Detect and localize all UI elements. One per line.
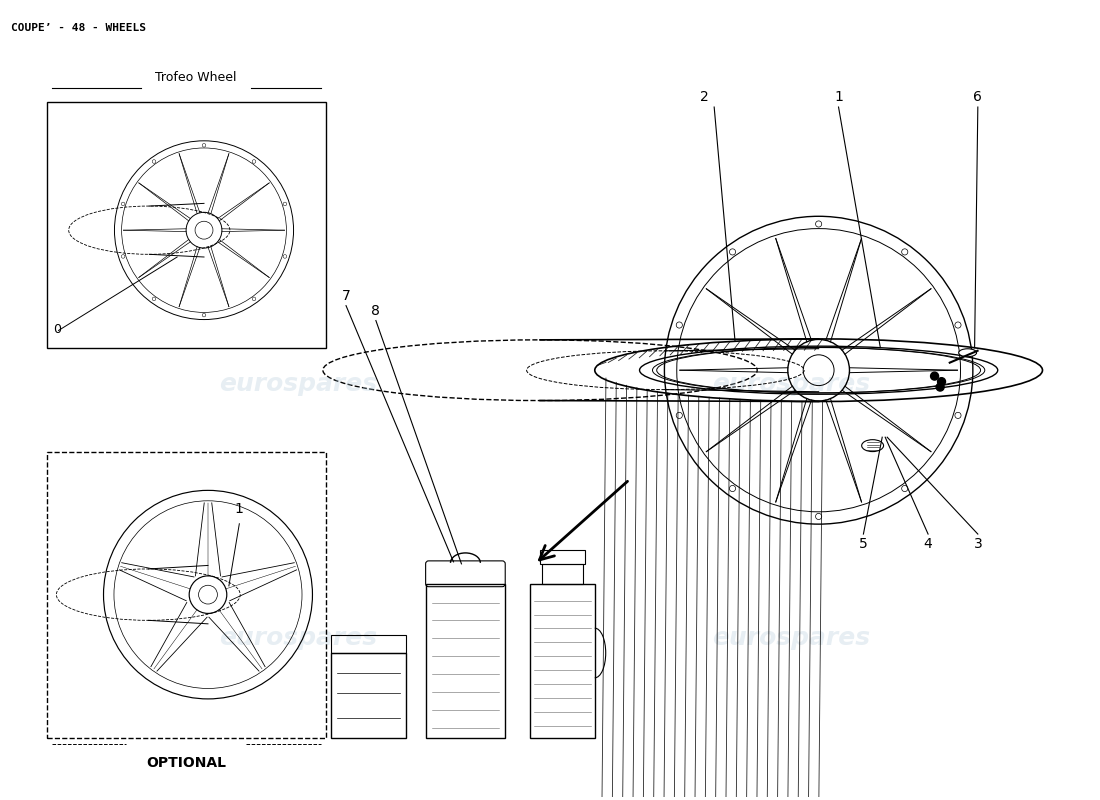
- Bar: [530, 584, 595, 738]
- Ellipse shape: [959, 349, 977, 357]
- Text: eurospares: eurospares: [219, 372, 377, 396]
- Bar: [426, 584, 505, 738]
- Text: eurospares: eurospares: [712, 626, 870, 650]
- Bar: [46, 452, 326, 738]
- Bar: [331, 654, 406, 738]
- Text: 5: 5: [859, 537, 868, 551]
- Circle shape: [931, 372, 938, 380]
- Text: OPTIONAL: OPTIONAL: [146, 755, 227, 770]
- Text: 6: 6: [974, 90, 982, 104]
- Bar: [46, 102, 326, 348]
- Text: 1: 1: [235, 502, 244, 516]
- Text: COUPE’ - 48 - WHEELS: COUPE’ - 48 - WHEELS: [11, 22, 145, 33]
- Text: 1: 1: [834, 90, 843, 104]
- Text: 0: 0: [54, 323, 62, 337]
- Text: eurospares: eurospares: [219, 626, 377, 650]
- Text: Trofeo Wheel: Trofeo Wheel: [155, 71, 236, 84]
- Text: 7: 7: [342, 289, 351, 302]
- Circle shape: [936, 383, 944, 391]
- Text: 4: 4: [924, 537, 933, 551]
- Text: 2: 2: [700, 90, 708, 104]
- Circle shape: [937, 378, 946, 386]
- Text: 3: 3: [974, 537, 982, 551]
- Bar: [540, 550, 585, 564]
- Text: 8: 8: [372, 304, 381, 318]
- Bar: [331, 635, 406, 654]
- Bar: [542, 564, 583, 584]
- Text: eurospares: eurospares: [712, 372, 870, 396]
